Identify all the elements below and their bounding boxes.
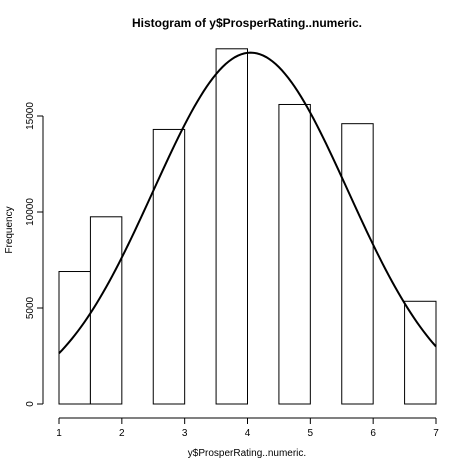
x-tick-label: 2	[119, 428, 125, 439]
histogram-bar	[215, 48, 248, 405]
x-tick-label: 1	[56, 428, 62, 439]
histogram-bar	[341, 123, 374, 405]
histogram-bar	[58, 271, 91, 405]
bars-group	[58, 48, 437, 405]
y-axis: 0 5000 10000 15000	[25, 102, 44, 407]
y-tick-label: 5000	[25, 296, 36, 319]
histogram-bar	[89, 216, 123, 405]
y-tick-label: 10000	[25, 198, 36, 226]
x-tick-label: 7	[433, 428, 439, 439]
y-axis-label: Frequency	[4, 206, 15, 253]
x-tick-label: 5	[308, 428, 314, 439]
x-tick-label: 3	[182, 428, 188, 439]
normal-curve-line	[58, 51, 437, 354]
x-tick-label: 6	[370, 428, 376, 439]
x-axis-label: y$ProsperRating..numeric.	[188, 448, 306, 459]
histogram-bar	[404, 300, 437, 405]
y-tick-label: 15000	[25, 102, 36, 130]
x-tick-label: 4	[245, 428, 251, 439]
chart-title: Histogram of y$ProsperRating..numeric.	[132, 16, 362, 30]
y-tick-label: 0	[25, 401, 36, 407]
x-axis: 1 2 3 4 5 6 7	[56, 417, 439, 439]
histogram-bar	[152, 128, 186, 405]
histogram-bar	[278, 103, 311, 405]
